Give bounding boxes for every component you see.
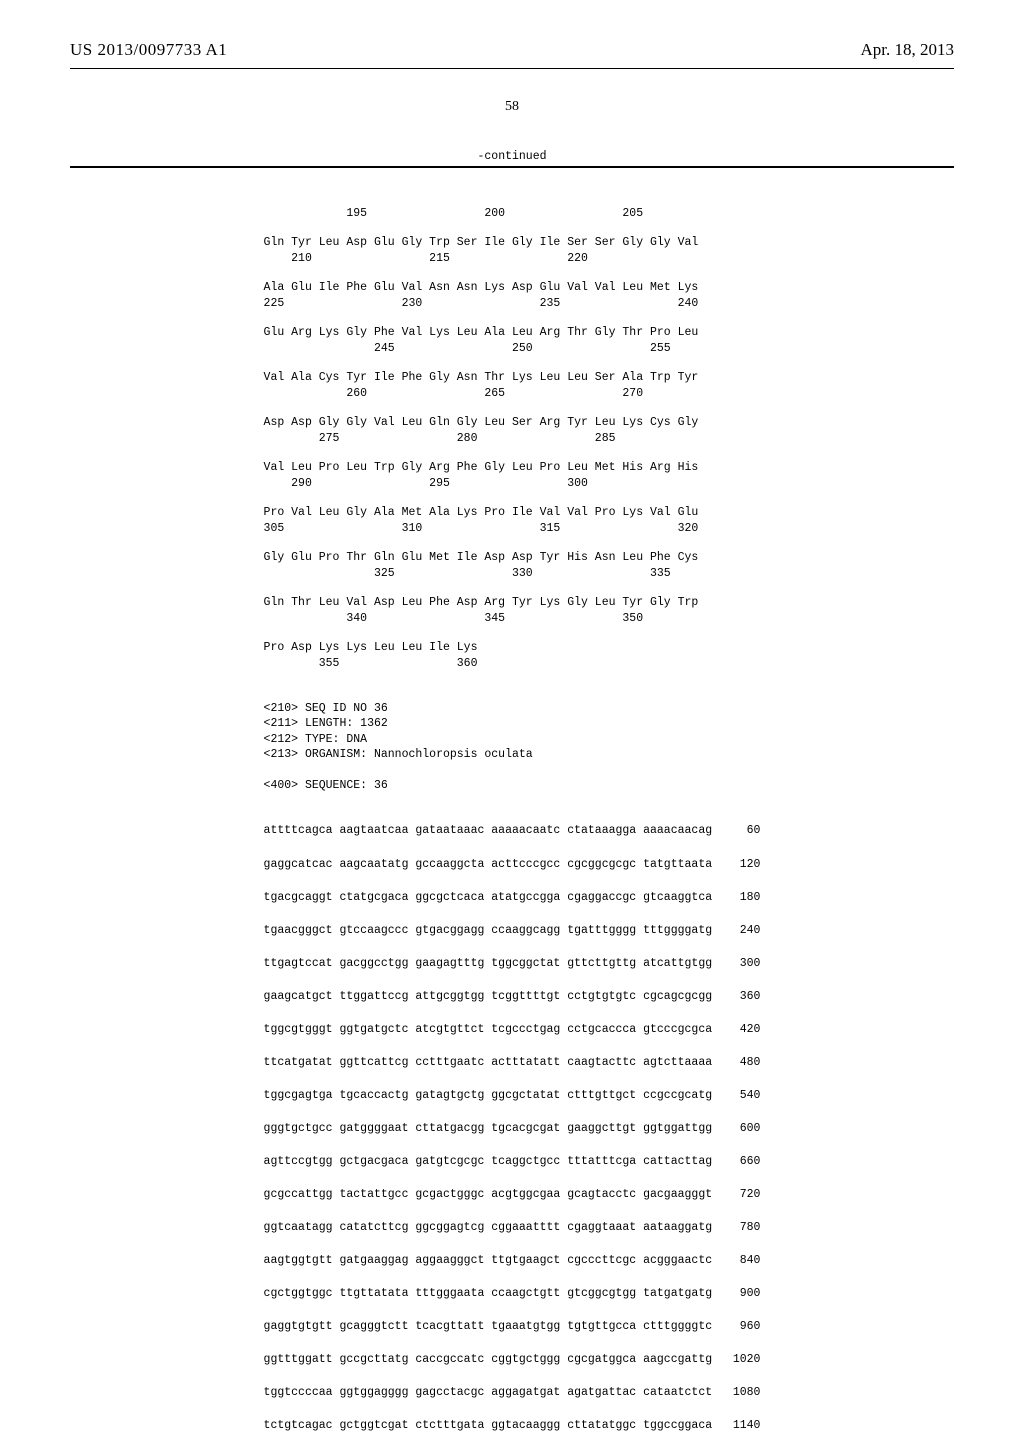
sequence-rule <box>70 166 954 168</box>
protein-block: Pro Val Leu Gly Ala Met Ala Lys Pro Ile … <box>264 505 761 536</box>
dna-row: tctgtcagac gctggtcgat ctctttgata ggtacaa… <box>264 1418 761 1434</box>
protein-block: Val Ala Cys Tyr Ile Phe Gly Asn Thr Lys … <box>264 370 761 401</box>
protein-block: Glu Arg Lys Gly Phe Val Lys Leu Ala Leu … <box>264 325 761 356</box>
protein-block: Gln Tyr Leu Asp Glu Gly Trp Ser Ile Gly … <box>264 235 761 266</box>
dna-row: attttcagca aagtaatcaa gataataaac aaaaaca… <box>264 823 761 839</box>
dna-row: ttgagtccat gacggcctgg gaagagtttg tggcggc… <box>264 956 761 972</box>
dna-row: tggcgtgggt ggtgatgctc atcgtgttct tcgccct… <box>264 1022 761 1038</box>
dna-row: gggtgctgcc gatggggaat cttatgacgg tgcacgc… <box>264 1121 761 1137</box>
dna-row: tggtccccaa ggtggagggg gagcctacgc aggagat… <box>264 1385 761 1401</box>
protein-block: Ala Glu Ile Phe Glu Val Asn Asn Lys Asp … <box>264 280 761 311</box>
dna-row: gaagcatgct ttggattccg attgcggtgg tcggttt… <box>264 989 761 1005</box>
dna-row: gcgccattgg tactattgcc gcgactgggc acgtggc… <box>264 1187 761 1203</box>
publication-number: US 2013/0097733 A1 <box>70 40 227 60</box>
sequence-content: 195 200 205 Gln Tyr Leu Asp Glu Gly Trp S… <box>264 190 761 1451</box>
protein-block: Val Leu Pro Leu Trp Gly Arg Phe Gly Leu … <box>264 460 761 491</box>
dna-row: cgctggtggc ttgttatata tttgggaata ccaagct… <box>264 1286 761 1302</box>
dna-row: tgaacgggct gtccaagccc gtgacggagg ccaaggc… <box>264 923 761 939</box>
dna-row: ggtttggatt gccgcttatg caccgccatc cggtgct… <box>264 1352 761 1368</box>
dna-row: ggtcaatagg catatcttcg ggcggagtcg cggaaat… <box>264 1220 761 1236</box>
dna-row: tgacgcaggt ctatgcgaca ggcgctcaca atatgcc… <box>264 890 761 906</box>
dna-row: ttcatgatat ggttcattcg cctttgaatc actttat… <box>264 1055 761 1071</box>
dna-row: gaggtgtgtt gcagggtctt tcacgttatt tgaaatg… <box>264 1319 761 1335</box>
sequence-meta: <210> SEQ ID NO 36 <211> LENGTH: 1362 <2… <box>264 701 761 794</box>
protein-block: Pro Asp Lys Lys Leu Leu Ile Lys 355 360 <box>264 640 761 671</box>
protein-block: Gly Glu Pro Thr Gln Glu Met Ile Asp Asp … <box>264 550 761 581</box>
dna-row: gaggcatcac aagcaatatg gccaaggcta acttccc… <box>264 857 761 873</box>
dna-row: tggcgagtga tgcaccactg gatagtgctg ggcgcta… <box>264 1088 761 1104</box>
protein-block: Gln Thr Leu Val Asp Leu Phe Asp Arg Tyr … <box>264 595 761 626</box>
continued-label: -continued <box>70 150 954 163</box>
protein-block: Asp Asp Gly Gly Val Leu Gln Gly Leu Ser … <box>264 415 761 446</box>
dna-row: aagtggtgtt gatgaaggag aggaagggct ttgtgaa… <box>264 1253 761 1269</box>
header-rule <box>70 68 954 69</box>
dna-row: agttccgtgg gctgacgaca gatgtcgcgc tcaggct… <box>264 1154 761 1170</box>
page-number: 58 <box>70 99 954 115</box>
publication-date: Apr. 18, 2013 <box>861 40 955 60</box>
protein-block: 195 200 205 <box>264 206 761 222</box>
